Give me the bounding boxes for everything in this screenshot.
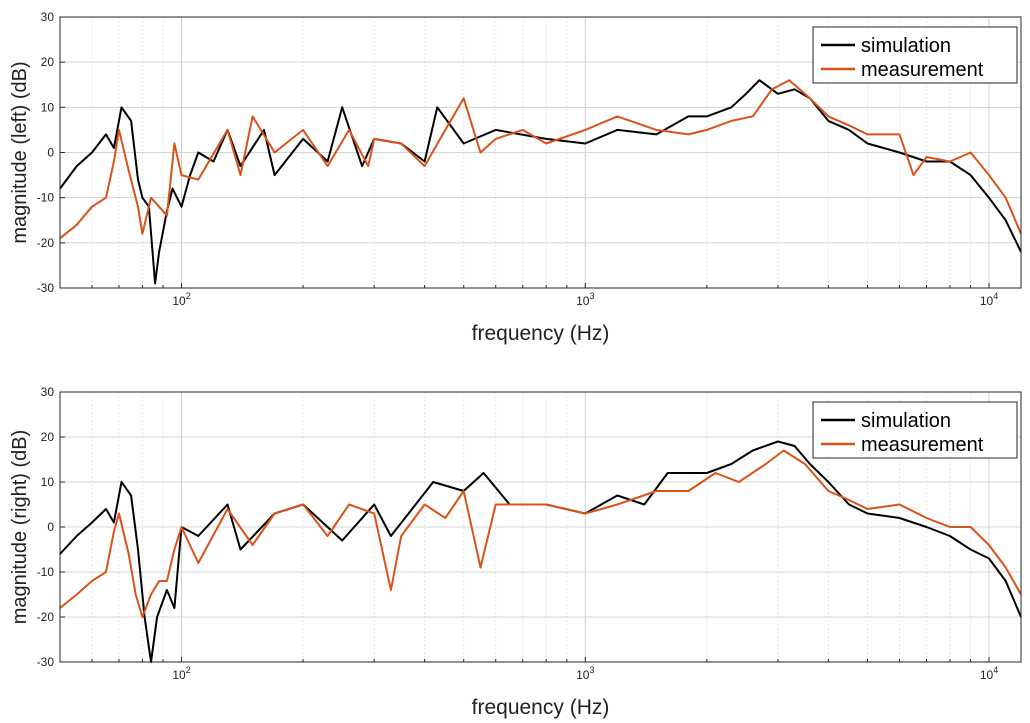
y-axis-label: magnitude (right) (dB): [9, 430, 31, 625]
y-tick-label: 10: [41, 475, 55, 489]
y-tick-label: 20: [41, 55, 55, 69]
y-tick-label: 30: [41, 385, 55, 399]
y-tick-label: 0: [47, 520, 54, 534]
x-axis-label: frequency (Hz): [472, 322, 610, 345]
y-tick-label: -20: [37, 236, 55, 250]
y-tick-label: -20: [37, 610, 55, 624]
series-line-measurement: [59, 79, 1022, 240]
x-axis-label: frequency (Hz): [472, 696, 610, 719]
legend-label-measurement: measurement: [861, 434, 984, 456]
x-tick-label: 103: [576, 665, 594, 682]
x-tick-label: 104: [980, 665, 998, 682]
series-line-simulation: [59, 440, 1022, 663]
legend-box: [812, 26, 1018, 84]
y-tick-label: 0: [47, 146, 54, 160]
legend-box: [812, 401, 1018, 459]
x-tick-label: 102: [172, 291, 190, 308]
y-tick-label: -10: [37, 191, 55, 205]
legend-label-simulation: simulation: [861, 35, 951, 57]
y-tick-label: 30: [41, 10, 55, 24]
y-axis-label: magnitude (left) (dB): [9, 61, 31, 243]
legend-label-measurement: measurement: [861, 59, 984, 81]
y-tick-label: -10: [37, 565, 55, 579]
x-tick-label: 104: [980, 291, 998, 308]
y-tick-label: 10: [41, 100, 55, 114]
plot-1: 30 20 10 0 -10 -20 -30 102 103 104 frequency (Hz) m…: [9, 10, 1022, 345]
y-tick-label: -30: [37, 281, 55, 295]
series-line-measurement: [59, 449, 1022, 618]
legend-label-simulation: simulation: [861, 410, 951, 432]
plot-2: 30 20 10 0 -10 -20 -30 102 103 104 frequency (Hz) m…: [9, 385, 1022, 719]
y-tick-label: -30: [37, 655, 55, 669]
y-tick-label: 20: [41, 430, 55, 444]
x-tick-label: 102: [172, 665, 190, 682]
x-tick-label: 103: [576, 291, 594, 308]
